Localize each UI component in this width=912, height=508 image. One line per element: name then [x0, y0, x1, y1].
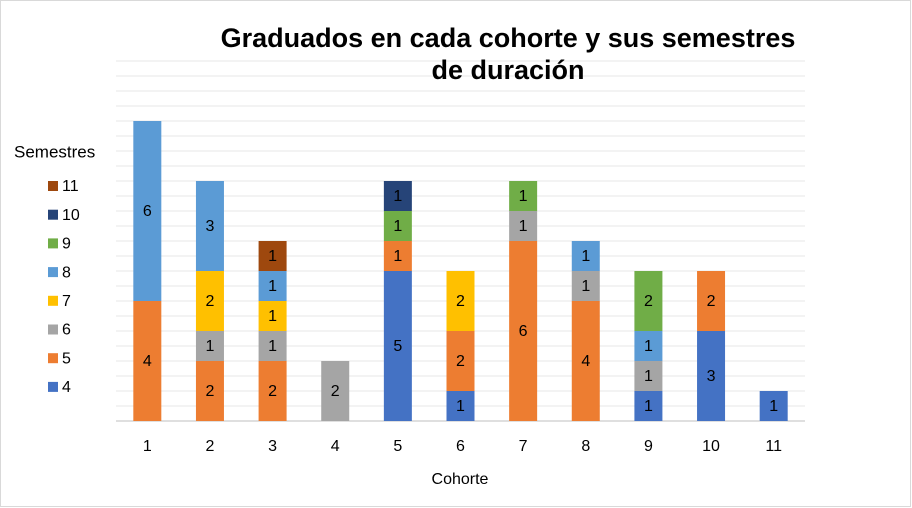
data-label: 1	[644, 338, 653, 355]
bar-segment	[258, 331, 287, 361]
data-label: 2	[456, 353, 465, 370]
data-label: 1	[644, 398, 653, 415]
chart-title: Graduados en cada cohorte y sus semestre…	[220, 23, 796, 85]
data-label: 4	[143, 353, 152, 370]
bar-segment	[195, 271, 224, 331]
x-tick-label: 10	[702, 438, 720, 455]
bar-segment	[133, 121, 162, 301]
data-label: 2	[707, 293, 716, 310]
bar-segment	[634, 361, 663, 391]
legend-swatch	[48, 353, 58, 364]
bar-segment	[571, 271, 600, 301]
legend-label: 4	[62, 379, 71, 396]
bar-segment	[446, 331, 475, 391]
bar-segment	[697, 271, 726, 331]
bar-segment	[258, 301, 287, 331]
x-tick-label: 5	[393, 438, 402, 455]
data-label: 1	[393, 188, 402, 205]
data-label: 2	[456, 293, 465, 310]
data-label: 1	[581, 248, 590, 265]
data-label: 1	[581, 278, 590, 295]
legend-label: 10	[62, 207, 80, 224]
x-tick-label: 1	[143, 438, 152, 455]
bar-segment	[383, 271, 412, 421]
bar-segment	[383, 241, 412, 271]
bar-segment	[258, 361, 287, 421]
bar-segment	[195, 331, 224, 361]
bar-segment	[446, 271, 475, 331]
x-tick-label: 3	[268, 438, 277, 455]
data-label: 2	[331, 383, 340, 400]
bar-segment	[383, 181, 412, 211]
data-label: 1	[206, 338, 215, 355]
legend-swatch	[48, 181, 58, 191]
bar-segment	[258, 241, 287, 271]
bar-segment	[446, 391, 475, 421]
bar-segment	[258, 271, 287, 301]
data-label: 1	[519, 218, 528, 235]
data-label: 1	[268, 248, 277, 265]
data-label: 1	[456, 398, 465, 415]
data-label: 2	[206, 383, 215, 400]
bar-segment	[634, 331, 663, 361]
bar-segment	[383, 211, 412, 241]
legend-label: 5	[62, 350, 71, 367]
bar-segment	[195, 181, 224, 271]
legend-label: 8	[62, 264, 71, 281]
data-label: 1	[268, 278, 277, 295]
bar-segment	[509, 211, 538, 241]
data-label: 1	[393, 248, 402, 265]
bar-segment	[634, 391, 663, 421]
bar-segment	[571, 301, 600, 421]
legend-label: 11	[62, 178, 79, 195]
x-tick-label: 6	[456, 438, 465, 455]
bar-segment	[759, 391, 788, 421]
data-label: 1	[393, 218, 402, 235]
data-label: 2	[644, 293, 653, 310]
data-label: 3	[206, 218, 215, 235]
bar-segment	[571, 241, 600, 271]
data-label: 1	[268, 308, 277, 325]
bar-segment	[509, 241, 538, 421]
x-axis-title: Cohorte	[432, 471, 489, 488]
legend-swatch	[48, 267, 58, 278]
data-label: 2	[268, 383, 277, 400]
legend-swatch	[48, 381, 58, 392]
data-label: 2	[206, 293, 215, 310]
data-label: 4	[581, 353, 590, 370]
legend-label: 9	[62, 236, 71, 253]
legend-swatch	[48, 209, 58, 220]
data-label: 1	[769, 398, 778, 415]
data-label: 1	[519, 188, 528, 205]
legend-label: 6	[62, 322, 71, 339]
legend-label: 7	[62, 293, 71, 310]
data-label: 6	[143, 203, 152, 220]
bar-segment	[697, 331, 726, 421]
legend-swatch	[48, 295, 58, 306]
data-label: 5	[393, 338, 402, 355]
x-tick-label: 7	[519, 438, 528, 455]
data-label: 6	[519, 323, 528, 340]
data-label: 3	[707, 368, 716, 385]
data-label: 1	[268, 338, 277, 355]
x-tick-label: 9	[644, 438, 653, 455]
x-tick-label: 8	[581, 438, 590, 455]
x-tick-label: 4	[331, 438, 340, 455]
bar-segment	[509, 181, 538, 211]
x-tick-label: 11	[765, 438, 782, 455]
x-tick-label: 2	[206, 438, 215, 455]
bar-segment	[133, 301, 162, 421]
bar-segment	[321, 361, 350, 421]
legend-swatch	[48, 324, 58, 335]
bar-segment	[634, 271, 663, 331]
data-label: 1	[644, 368, 653, 385]
legend-swatch	[48, 238, 58, 249]
legend-title: Semestres	[14, 142, 95, 161]
bar-segment	[195, 361, 224, 421]
